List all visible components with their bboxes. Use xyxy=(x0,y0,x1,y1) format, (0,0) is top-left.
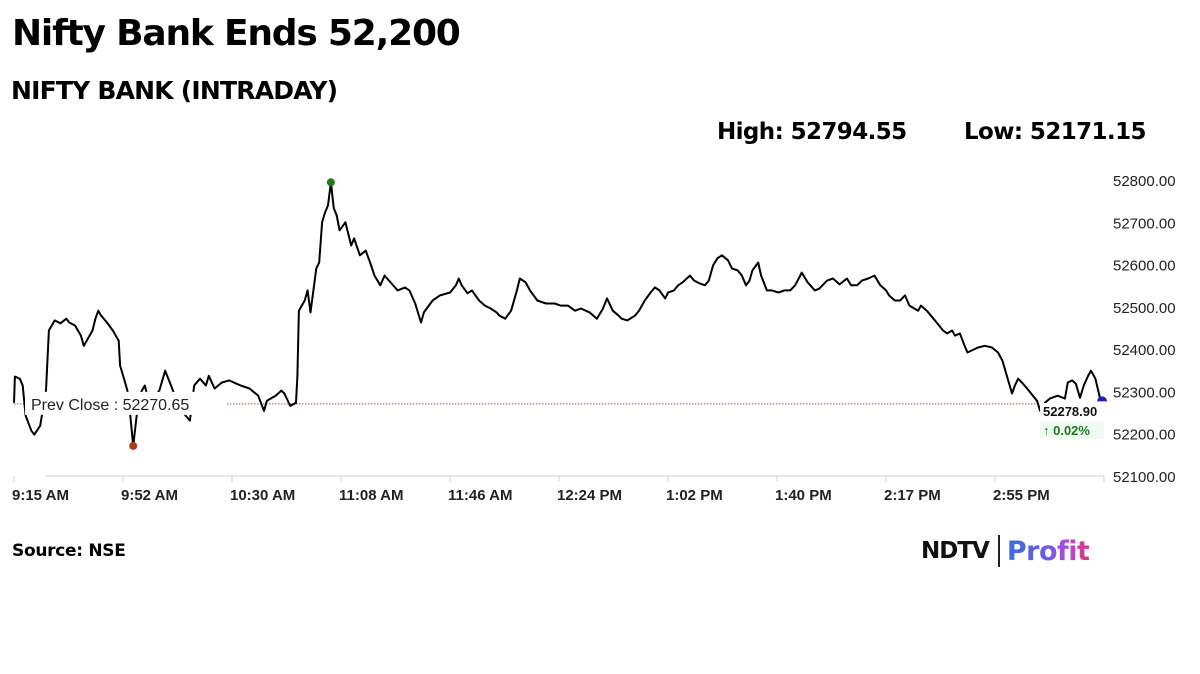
prev-close-label: Prev Close : 52270.65 xyxy=(25,391,227,415)
logo-ndtv-text: NDTV xyxy=(921,538,990,564)
y-tick-label: 52600.00 xyxy=(1113,258,1176,275)
x-tick-label: 9:15 AM xyxy=(12,487,69,504)
logo-divider xyxy=(997,535,1000,567)
day-low: Low: 52171.15 xyxy=(964,119,1146,145)
x-tick-label: 12:24 PM xyxy=(557,487,622,504)
x-tick-label: 11:46 AM xyxy=(448,487,512,504)
x-tick-label: 1:40 PM xyxy=(775,487,832,504)
x-tick-label: 2:55 PM xyxy=(993,487,1050,504)
x-tick-label: 1:02 PM xyxy=(666,487,723,504)
day-high: High: 52794.55 xyxy=(717,119,907,145)
y-tick-label: 52300.00 xyxy=(1113,384,1176,401)
y-tick-label: 52700.00 xyxy=(1113,215,1176,232)
intraday-line-chart: 52800.00 52700.00 52600.00 52500.00 52400.00… xyxy=(12,173,1176,504)
logo-profit-text: Profit xyxy=(1006,535,1090,567)
low-marker xyxy=(129,441,138,450)
price-line xyxy=(13,181,1103,447)
x-tick-label: 10:30 AM xyxy=(230,487,295,504)
source-note: Source: NSE xyxy=(12,541,126,561)
x-tick-label: 9:52 AM xyxy=(121,487,178,504)
chart-subtitle: NIFTY BANK (INTRADAY) xyxy=(11,76,338,105)
x-tick-label: 11:08 AM xyxy=(339,487,403,504)
last-marker xyxy=(1097,396,1108,402)
x-tick-label: 2:17 PM xyxy=(884,487,941,504)
headline: Nifty Bank Ends 52,200 xyxy=(12,13,461,54)
svg-text:Prev Close : 52270.65: Prev Close : 52270.65 xyxy=(31,397,189,414)
high-marker xyxy=(326,178,335,187)
y-tick-label: 52400.00 xyxy=(1113,342,1176,359)
y-axis: 52800.00 52700.00 52600.00 52500.00 52400.00… xyxy=(1113,173,1176,486)
y-tick-label: 52800.00 xyxy=(1113,173,1176,190)
y-tick-label: 52500.00 xyxy=(1113,300,1176,317)
y-tick-label: 52200.00 xyxy=(1113,427,1176,444)
x-axis: 9:15 AM 9:52 AM 10:30 AM 11:08 AM 11:46 AM 12… xyxy=(12,475,1105,504)
y-tick-label: 52100.00 xyxy=(1113,469,1176,486)
change-percent-label: ↑ 0.02% xyxy=(1043,423,1090,438)
last-price-label: 52278.90 xyxy=(1043,404,1097,419)
ndtv-profit-logo: NDTV Profit xyxy=(921,533,1090,569)
